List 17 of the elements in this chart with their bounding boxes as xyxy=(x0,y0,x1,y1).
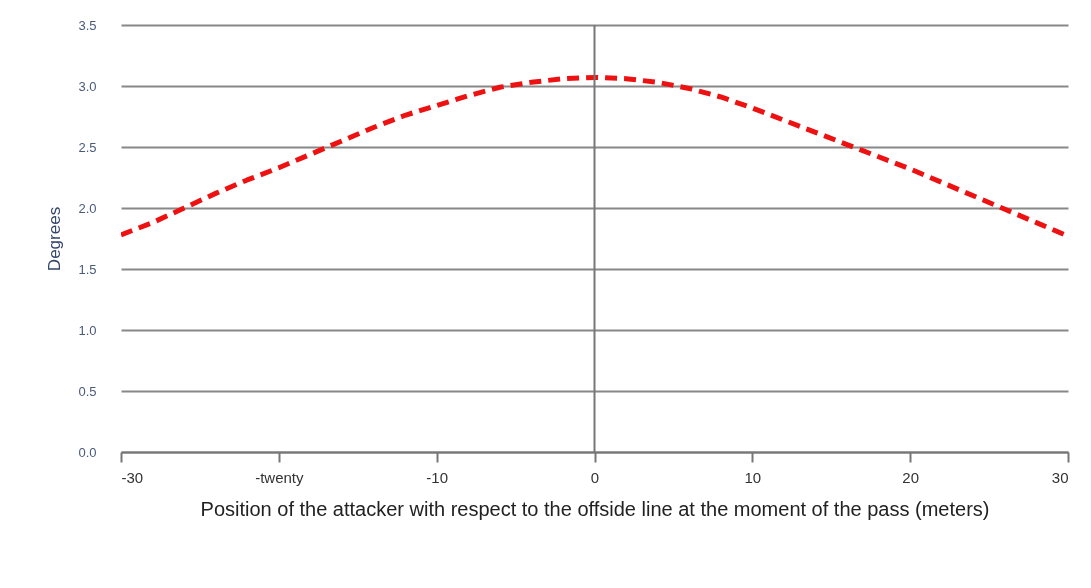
x-tick-label: 20 xyxy=(902,468,920,486)
x-tick-label: 30 xyxy=(1051,468,1069,486)
x-tick-label: 10 xyxy=(744,468,762,486)
y-tick-label: 2.0 xyxy=(78,200,97,216)
x-tick-label: -twenty xyxy=(255,468,304,486)
y-tick-label: 0.5 xyxy=(78,383,97,399)
y-tick-label: 3.5 xyxy=(78,17,97,33)
x-tick-label: 0 xyxy=(590,468,600,486)
y-tick-label: 1.5 xyxy=(78,261,97,277)
y-tick-label: 3.0 xyxy=(78,78,97,94)
x-axis-title: Position of the attacker with respect to the offside line at the moment of the pass (meters) xyxy=(200,497,990,520)
y-tick-label: 0.0 xyxy=(78,444,97,460)
x-tick-label: -10 xyxy=(426,468,449,486)
y-axis-title: Degrees xyxy=(45,206,65,272)
y-tick-label: 2.5 xyxy=(78,139,97,155)
x-tick-label: -30 xyxy=(121,468,144,486)
y-tick-label: 1.0 xyxy=(78,322,97,338)
